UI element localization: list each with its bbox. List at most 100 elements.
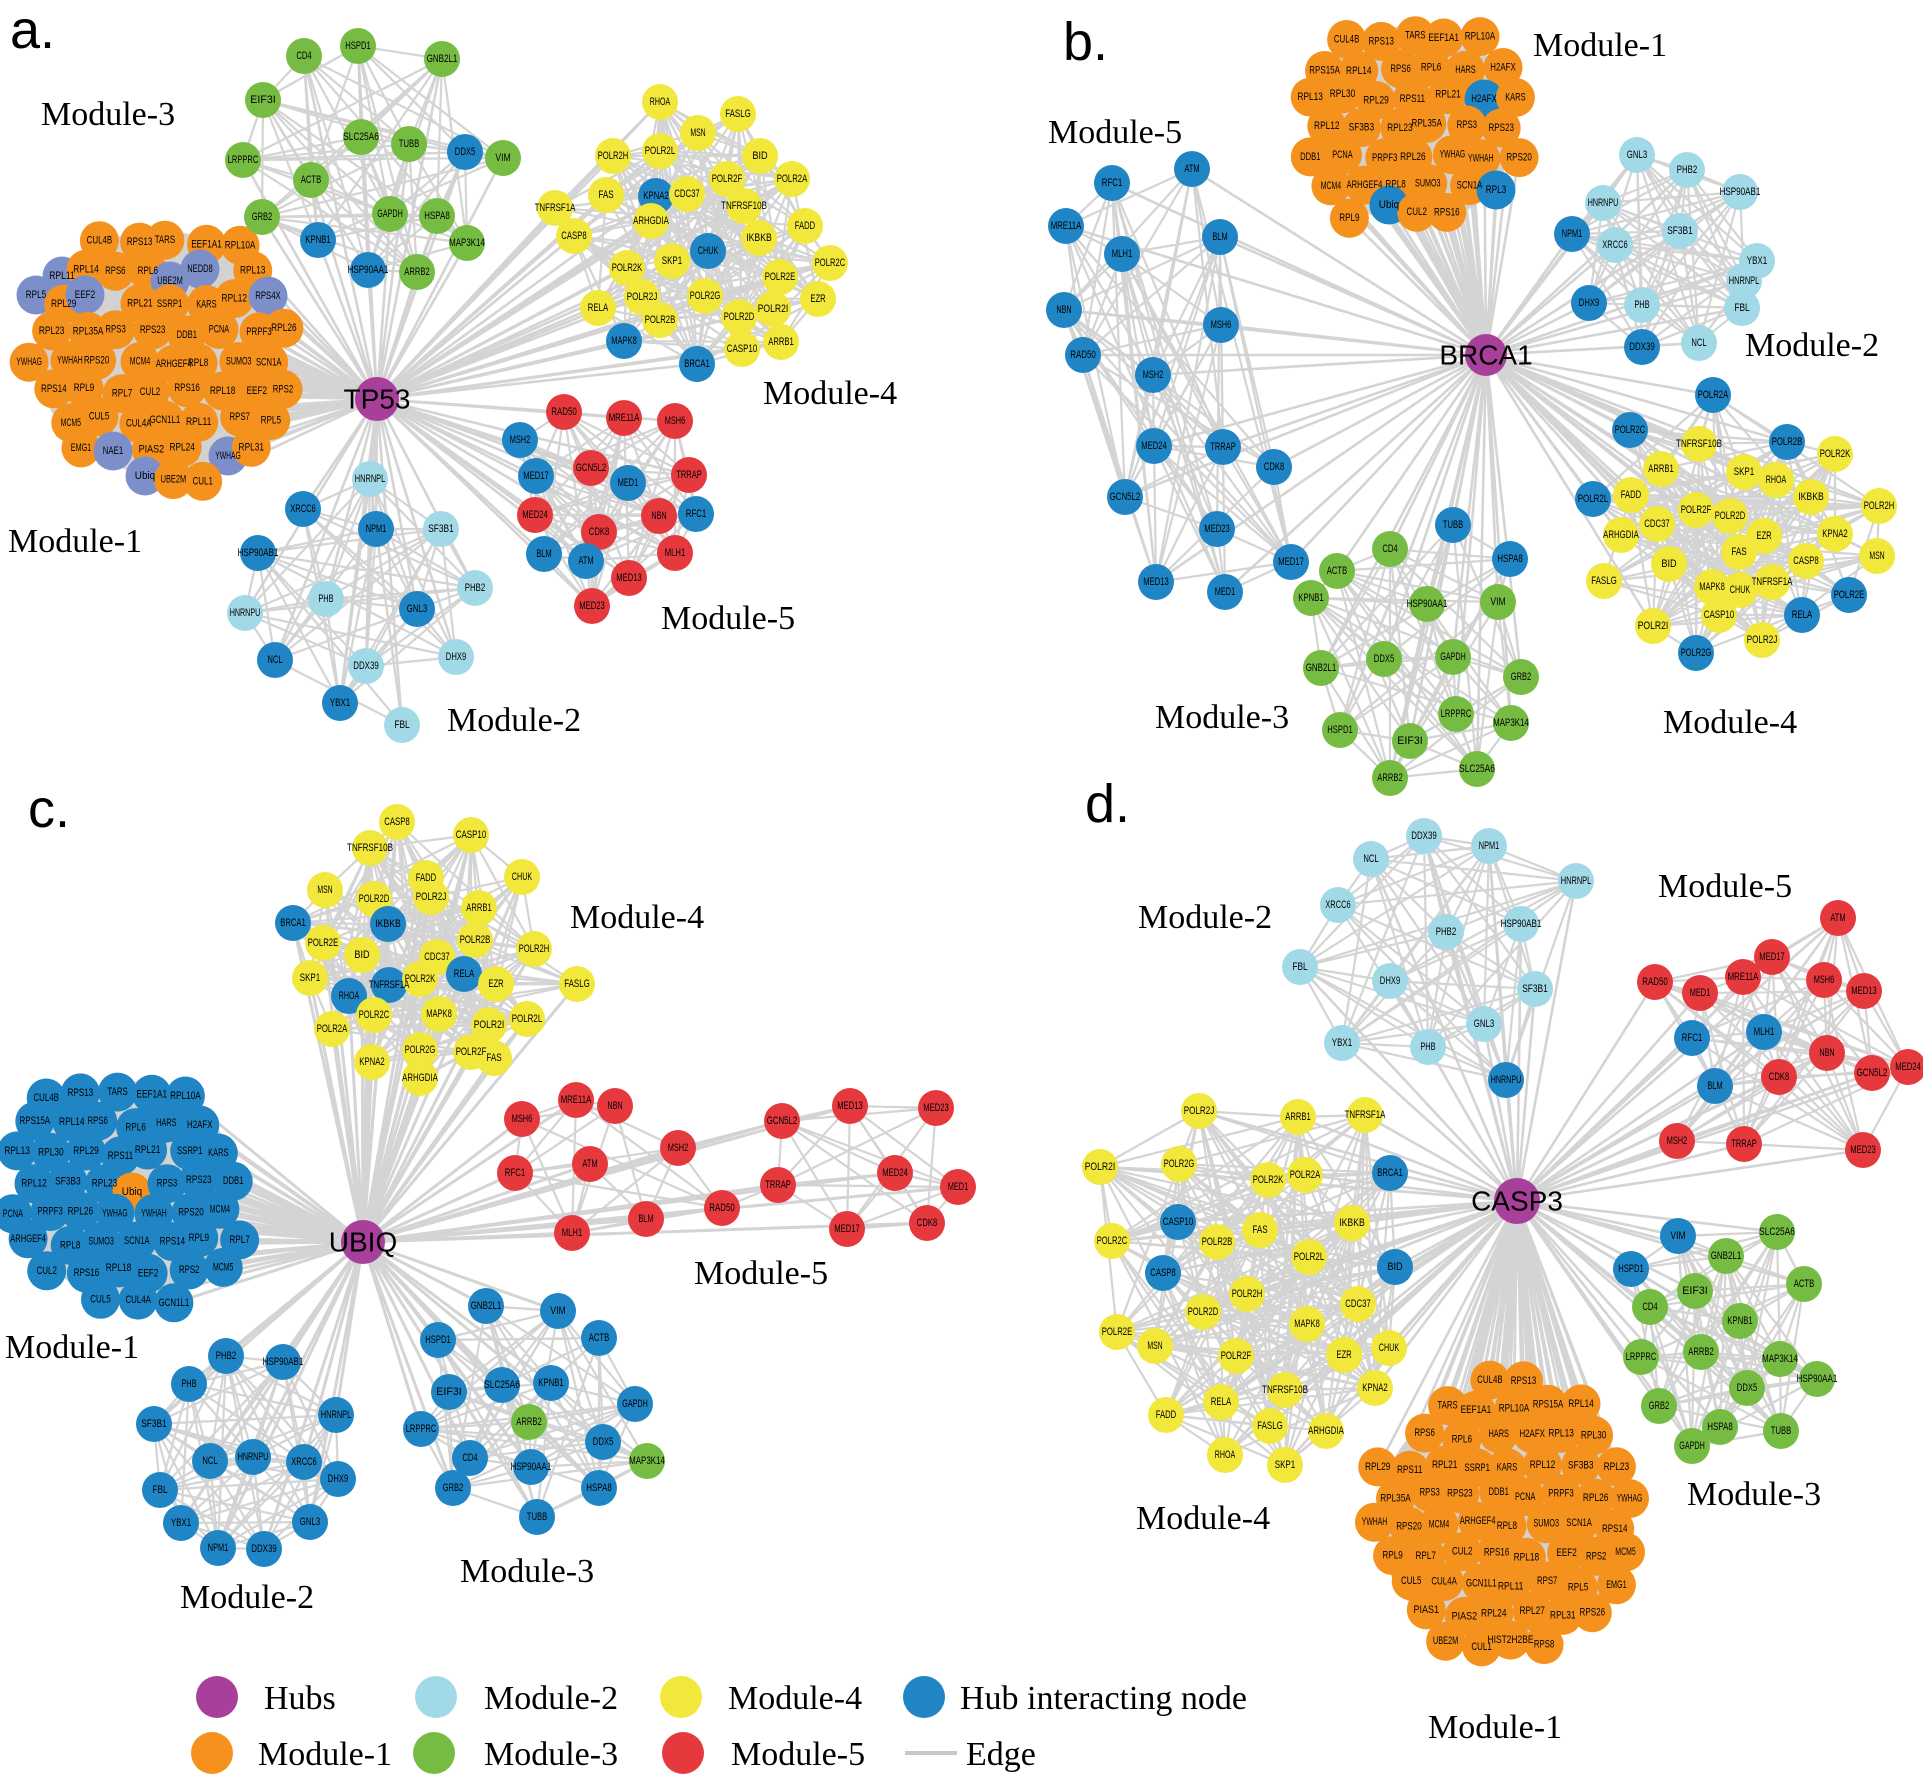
svg-text:RPL6: RPL6 — [1452, 1434, 1472, 1446]
svg-text:CUL2: CUL2 — [1407, 206, 1427, 218]
svg-text:RPS4X: RPS4X — [255, 290, 281, 302]
svg-text:MED13: MED13 — [1143, 576, 1169, 588]
svg-text:TNFRSF1A: TNFRSF1A — [1752, 576, 1793, 588]
svg-text:CUL5: CUL5 — [1401, 1575, 1421, 1587]
svg-text:POLR2K: POLR2K — [1253, 1174, 1284, 1186]
svg-text:DHX9: DHX9 — [328, 1473, 348, 1485]
svg-text:b.: b. — [1063, 12, 1108, 72]
svg-text:Edge: Edge — [966, 1736, 1036, 1773]
svg-text:DDX39: DDX39 — [1411, 830, 1437, 842]
svg-text:FAS: FAS — [1731, 546, 1746, 558]
svg-text:Hubs: Hubs — [264, 1680, 336, 1717]
svg-text:CUL5: CUL5 — [90, 1293, 110, 1305]
svg-text:RPL30: RPL30 — [1330, 88, 1356, 100]
svg-text:RPL9: RPL9 — [189, 1232, 209, 1244]
svg-text:RPS14: RPS14 — [160, 1236, 186, 1248]
svg-text:TNFRSF1A: TNFRSF1A — [535, 202, 576, 214]
svg-text:RPS2: RPS2 — [179, 1264, 199, 1276]
svg-text:ACTB: ACTB — [301, 174, 321, 186]
svg-text:CASP8: CASP8 — [384, 816, 410, 828]
svg-text:RPS3: RPS3 — [157, 1178, 177, 1190]
svg-text:RPS7: RPS7 — [230, 411, 250, 423]
svg-text:POLR2D: POLR2D — [359, 893, 390, 905]
svg-text:GAPDH: GAPDH — [377, 208, 403, 220]
svg-text:MSN: MSN — [317, 884, 332, 896]
svg-text:RPL29: RPL29 — [1365, 1461, 1391, 1473]
svg-text:CUL4B: CUL4B — [1334, 34, 1360, 46]
svg-text:MRE11A: MRE11A — [1728, 971, 1759, 983]
svg-text:MAPK8: MAPK8 — [426, 1008, 452, 1020]
svg-text:SUMO3: SUMO3 — [1533, 1518, 1559, 1530]
svg-text:HARS: HARS — [1455, 64, 1475, 76]
svg-text:RPL13: RPL13 — [4, 1145, 30, 1157]
svg-text:MCM4: MCM4 — [130, 356, 150, 368]
svg-text:RPL26: RPL26 — [1583, 1492, 1609, 1504]
svg-text:HSPA8: HSPA8 — [1707, 1421, 1733, 1433]
svg-text:c.: c. — [28, 779, 70, 839]
svg-text:CDC37: CDC37 — [1345, 1298, 1371, 1310]
svg-text:FASLG: FASLG — [1257, 1420, 1283, 1432]
svg-text:CASP8: CASP8 — [1150, 1267, 1176, 1279]
svg-text:KARS: KARS — [1505, 92, 1525, 104]
svg-text:MAP3K14: MAP3K14 — [1762, 1353, 1798, 1365]
svg-text:RPS6: RPS6 — [105, 265, 125, 277]
svg-text:ACTB: ACTB — [1794, 1278, 1814, 1290]
svg-text:MED23: MED23 — [1850, 1144, 1876, 1156]
svg-text:RPL30: RPL30 — [38, 1146, 64, 1158]
svg-text:MRE11A: MRE11A — [609, 412, 640, 424]
svg-text:GAPDH: GAPDH — [622, 1398, 648, 1410]
svg-text:EZR: EZR — [810, 293, 825, 305]
svg-text:RHOA: RHOA — [1215, 1449, 1236, 1461]
svg-text:EEF2: EEF2 — [138, 1267, 158, 1279]
svg-text:TRRAP: TRRAP — [1210, 441, 1236, 453]
svg-text:TUBB: TUBB — [399, 138, 419, 150]
svg-text:SLC25A6: SLC25A6 — [343, 131, 379, 143]
svg-text:PCNA: PCNA — [1332, 149, 1353, 161]
svg-text:RHOA: RHOA — [1766, 474, 1787, 486]
svg-text:GCN5L2: GCN5L2 — [1857, 1067, 1888, 1079]
svg-text:TRRAP: TRRAP — [1731, 1138, 1757, 1150]
svg-text:CDC37: CDC37 — [424, 951, 450, 963]
svg-text:UBIQ: UBIQ — [329, 1227, 397, 1258]
svg-text:POLR2B: POLR2B — [460, 934, 491, 946]
svg-text:RPS14: RPS14 — [41, 383, 67, 395]
svg-text:CASP10: CASP10 — [1704, 609, 1735, 621]
svg-text:HNRNPL: HNRNPL — [1729, 275, 1760, 287]
svg-text:RFC1: RFC1 — [1102, 177, 1122, 189]
svg-text:RFC1: RFC1 — [686, 508, 706, 520]
svg-text:FADD: FADD — [795, 220, 815, 232]
svg-text:FADD: FADD — [1621, 489, 1641, 501]
svg-text:POLR2C: POLR2C — [815, 257, 846, 269]
svg-text:SKP1: SKP1 — [300, 972, 320, 984]
svg-text:SF3B3: SF3B3 — [1568, 1459, 1594, 1471]
svg-text:GNL3: GNL3 — [300, 1516, 320, 1528]
svg-text:YBX1: YBX1 — [1332, 1037, 1352, 1049]
svg-text:CUL4A: CUL4A — [126, 418, 152, 430]
svg-text:RPL13: RPL13 — [240, 265, 266, 277]
svg-text:RPL23: RPL23 — [92, 1178, 118, 1190]
svg-text:RPL24: RPL24 — [169, 441, 195, 453]
svg-text:Ubiq: Ubiq — [1379, 199, 1399, 211]
svg-text:PHB: PHB — [318, 593, 333, 605]
svg-text:HNRNPL: HNRNPL — [321, 1409, 352, 1421]
svg-text:RPS20: RPS20 — [1506, 152, 1532, 164]
svg-text:NBN: NBN — [1056, 304, 1071, 316]
svg-text:YWHAG: YWHAG — [215, 450, 241, 462]
svg-text:Module-2: Module-2 — [180, 1579, 314, 1616]
svg-text:CDC37: CDC37 — [1644, 518, 1670, 530]
svg-text:IKBKB: IKBKB — [375, 918, 401, 930]
svg-text:DDB1: DDB1 — [1489, 1486, 1509, 1498]
svg-text:SLC25A6: SLC25A6 — [1759, 1226, 1795, 1238]
svg-text:POLR2E: POLR2E — [308, 937, 339, 949]
svg-text:KPNA2: KPNA2 — [359, 1056, 385, 1068]
svg-text:H2AFX: H2AFX — [1471, 93, 1497, 105]
svg-text:EMG1: EMG1 — [1606, 1579, 1626, 1591]
svg-text:POLR2D: POLR2D — [1188, 1306, 1219, 1318]
svg-text:CASP3: CASP3 — [1471, 1186, 1563, 1217]
svg-text:RPS20: RPS20 — [1396, 1520, 1422, 1532]
svg-text:H2AFX: H2AFX — [1490, 62, 1516, 74]
svg-text:NCL: NCL — [1691, 337, 1706, 349]
svg-text:EEF1A1: EEF1A1 — [191, 238, 222, 250]
svg-text:SUMO3: SUMO3 — [88, 1236, 114, 1248]
svg-text:Module-2: Module-2 — [447, 702, 581, 739]
